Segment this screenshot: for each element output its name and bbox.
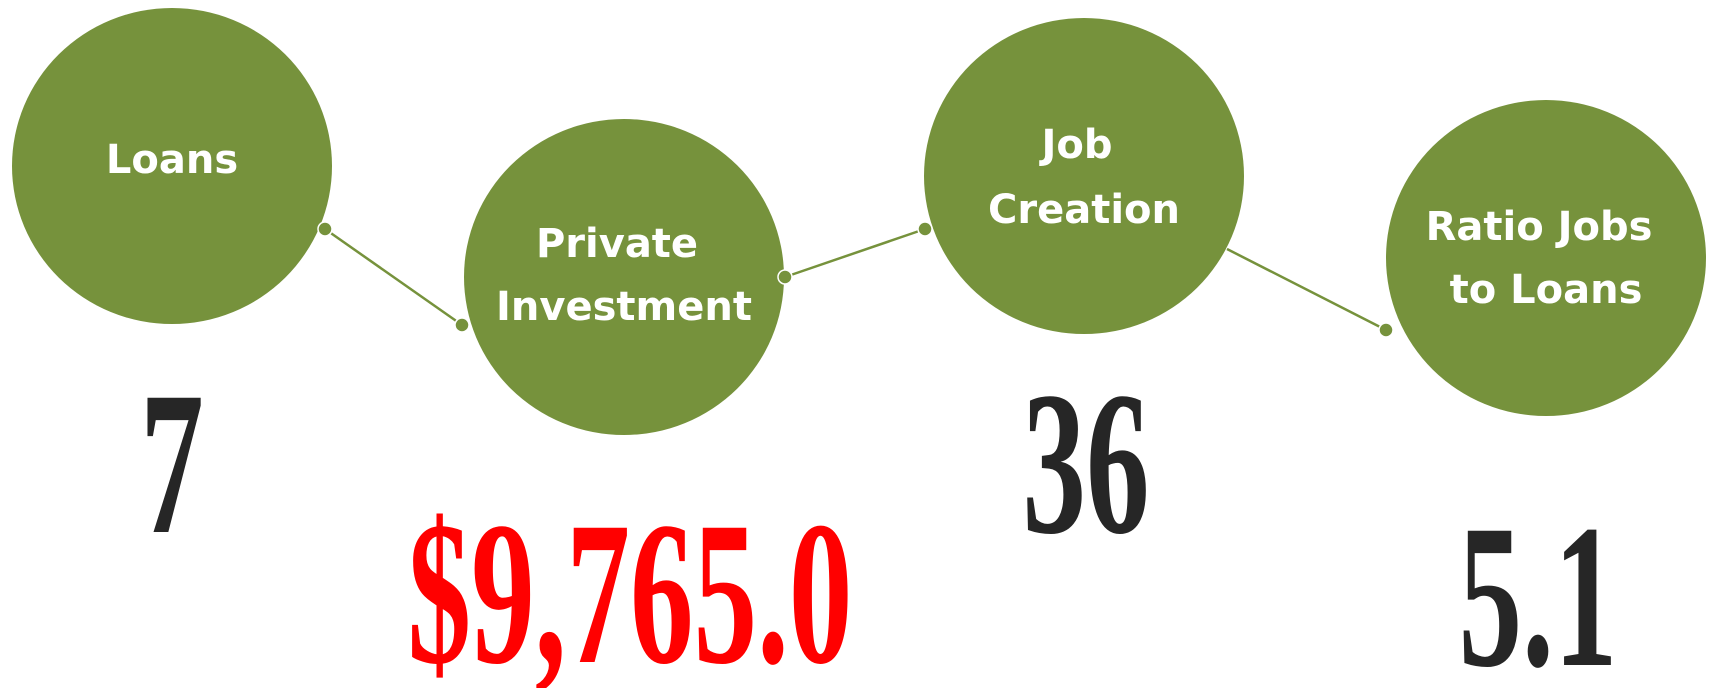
node-value: $9,765.0 — [408, 479, 853, 688]
connector — [784, 227, 926, 279]
node-label: Loans — [106, 137, 238, 183]
node-label: Job Creation — [988, 122, 1180, 233]
node-value: 5.1 — [1459, 482, 1618, 688]
node-value: 36 — [1022, 349, 1149, 576]
connector-dot — [1378, 322, 1394, 338]
connector-dot — [454, 317, 470, 333]
connector-dot — [777, 269, 793, 285]
connector — [324, 227, 463, 327]
connector — [1226, 247, 1387, 332]
node-circle — [464, 119, 784, 435]
node-label: Ratio Jobs to Loans — [1426, 204, 1667, 313]
node-circle — [12, 8, 332, 324]
connector-dot — [917, 221, 933, 237]
node-value: 7 — [140, 349, 204, 576]
node-circle — [924, 18, 1244, 334]
connector-dot — [317, 221, 333, 237]
node-circle — [1386, 100, 1706, 416]
node-label: Private Investment — [496, 221, 752, 330]
